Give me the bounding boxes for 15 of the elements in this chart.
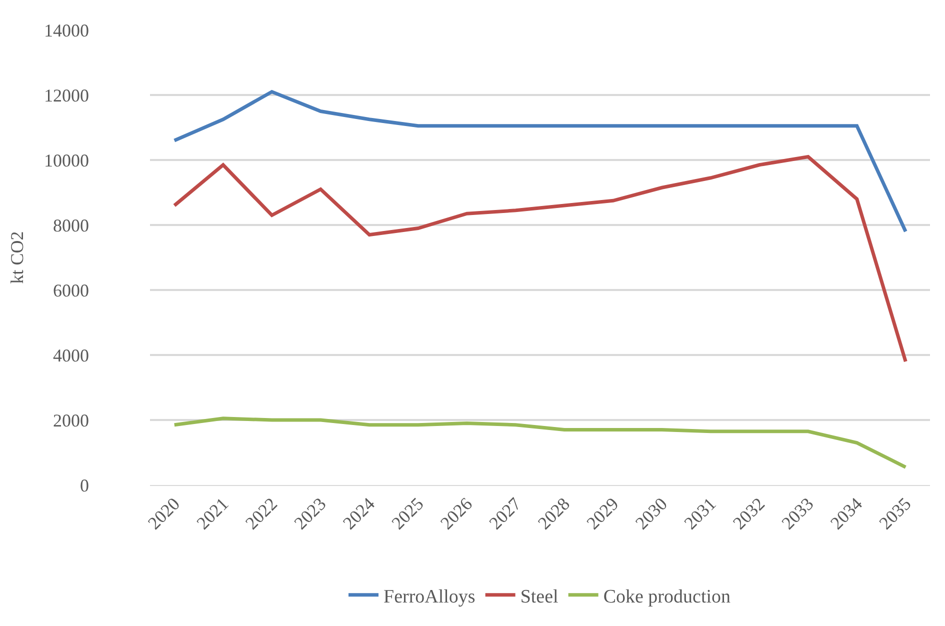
legend-label: Steel xyxy=(520,586,558,608)
y-tick-label: 4000 xyxy=(53,345,89,366)
line-series xyxy=(172,416,908,469)
y-tick-label: 14000 xyxy=(44,20,89,40)
y-tick-label: 10000 xyxy=(44,150,89,170)
y-tick-label: 6000 xyxy=(53,280,89,300)
line-series xyxy=(172,155,908,364)
legend-label: Coke production xyxy=(603,586,731,608)
legend-label: FerroAlloys xyxy=(384,586,476,608)
y-tick-label: 8000 xyxy=(53,215,89,236)
y-axis-title: kt CO2 xyxy=(7,231,28,284)
y-tick-label: 12000 xyxy=(44,85,89,106)
line-series xyxy=(172,90,908,234)
y-tick-label: 2000 xyxy=(53,410,89,430)
y-tick-label: 0 xyxy=(80,475,89,496)
